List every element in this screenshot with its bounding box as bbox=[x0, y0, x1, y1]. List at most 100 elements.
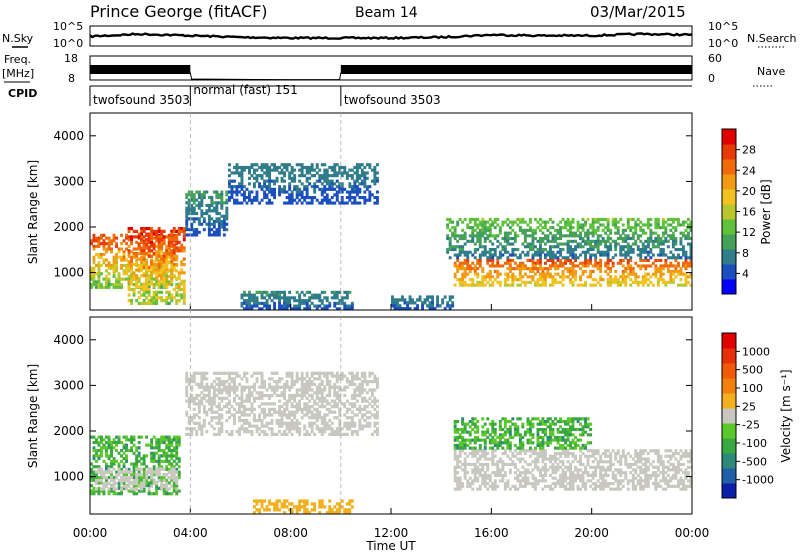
data-cell bbox=[190, 195, 194, 199]
data-cell bbox=[448, 248, 452, 252]
data-cell bbox=[110, 478, 113, 483]
data-cell bbox=[596, 242, 600, 246]
data-cell bbox=[646, 245, 650, 249]
data-cell bbox=[120, 263, 123, 267]
data-cell bbox=[265, 388, 269, 392]
data-cell bbox=[461, 237, 465, 241]
data-cell bbox=[340, 165, 344, 169]
data-cell bbox=[150, 459, 154, 463]
data-cell bbox=[493, 479, 497, 483]
data-cell bbox=[411, 301, 414, 305]
data-cell bbox=[511, 258, 515, 262]
data-cell bbox=[654, 264, 658, 268]
data-cell bbox=[107, 239, 111, 243]
data-cell bbox=[185, 206, 189, 210]
data-cell bbox=[288, 416, 292, 420]
data-cell bbox=[175, 470, 179, 474]
data-cell bbox=[147, 282, 151, 286]
data-cell bbox=[355, 190, 359, 194]
data-cell bbox=[531, 234, 535, 238]
data-cell bbox=[207, 209, 211, 213]
data-cell bbox=[248, 190, 251, 194]
data-cell bbox=[481, 245, 485, 249]
data-cell bbox=[192, 195, 196, 199]
data-cell bbox=[611, 261, 615, 265]
data-cell bbox=[145, 276, 149, 280]
data-cell bbox=[165, 435, 169, 439]
data-cell bbox=[112, 233, 116, 237]
data-cell bbox=[192, 228, 196, 232]
data-cell bbox=[536, 250, 540, 254]
data-cell bbox=[599, 283, 603, 287]
data-cell bbox=[566, 220, 570, 224]
data-cell bbox=[238, 405, 241, 409]
data-cell bbox=[278, 399, 281, 403]
data-cell bbox=[498, 250, 502, 254]
data-cell bbox=[483, 479, 487, 483]
data-cell bbox=[268, 190, 271, 194]
data-cell bbox=[112, 462, 116, 466]
data-cell bbox=[225, 217, 229, 221]
data-cell bbox=[576, 220, 580, 224]
data-cell bbox=[290, 193, 294, 197]
data-cell bbox=[248, 399, 251, 403]
data-cell bbox=[112, 261, 116, 265]
data-cell bbox=[202, 418, 206, 423]
data-cell bbox=[343, 187, 347, 191]
data-cell bbox=[155, 489, 159, 493]
data-cell bbox=[167, 454, 171, 458]
data-cell bbox=[275, 499, 279, 503]
data-cell bbox=[340, 402, 344, 406]
data-cell bbox=[310, 410, 314, 414]
data-cell bbox=[130, 287, 133, 292]
data-cell bbox=[215, 228, 219, 232]
data-cell bbox=[340, 182, 344, 186]
data-cell bbox=[343, 402, 347, 406]
data-cell bbox=[604, 269, 608, 273]
data-cell bbox=[258, 413, 261, 417]
data-cell bbox=[140, 478, 144, 482]
data-cell bbox=[140, 251, 144, 256]
data-cell bbox=[325, 196, 329, 200]
data-cell bbox=[373, 421, 377, 425]
data-cell bbox=[418, 295, 422, 299]
data-cell bbox=[142, 249, 146, 253]
data-cell bbox=[295, 380, 299, 384]
data-cell bbox=[571, 275, 575, 279]
data-cell bbox=[591, 217, 595, 221]
data-cell bbox=[353, 171, 357, 175]
data-cell bbox=[310, 396, 314, 400]
data-cell bbox=[516, 256, 520, 260]
data-cell bbox=[175, 457, 179, 461]
data-cell bbox=[571, 226, 575, 230]
data-cell bbox=[160, 250, 164, 254]
data-cell bbox=[192, 427, 196, 431]
data-cell bbox=[476, 487, 480, 491]
data-cell bbox=[175, 254, 179, 258]
data-cell bbox=[157, 229, 161, 233]
data-cell bbox=[197, 424, 201, 428]
data-cell bbox=[536, 283, 540, 287]
data-cell bbox=[376, 421, 379, 425]
data-cell bbox=[197, 382, 201, 386]
data-cell bbox=[403, 301, 407, 305]
data-cell bbox=[491, 452, 495, 456]
data-cell bbox=[315, 407, 319, 411]
data-cell bbox=[518, 479, 522, 483]
data-cell bbox=[513, 476, 517, 480]
data-cell bbox=[446, 223, 450, 227]
data-cell bbox=[187, 399, 191, 403]
data-cell bbox=[258, 391, 261, 395]
data-cell bbox=[556, 223, 560, 227]
data-cell bbox=[135, 465, 139, 469]
data-cell bbox=[546, 258, 550, 262]
data-cell bbox=[273, 410, 276, 414]
data-cell bbox=[283, 391, 286, 395]
data-cell bbox=[245, 385, 249, 389]
data-cell bbox=[315, 293, 319, 297]
data-cell bbox=[501, 223, 505, 227]
data-cell bbox=[518, 269, 522, 273]
data-cell bbox=[689, 261, 693, 265]
data-cell bbox=[132, 254, 136, 258]
data-cell bbox=[285, 163, 289, 167]
